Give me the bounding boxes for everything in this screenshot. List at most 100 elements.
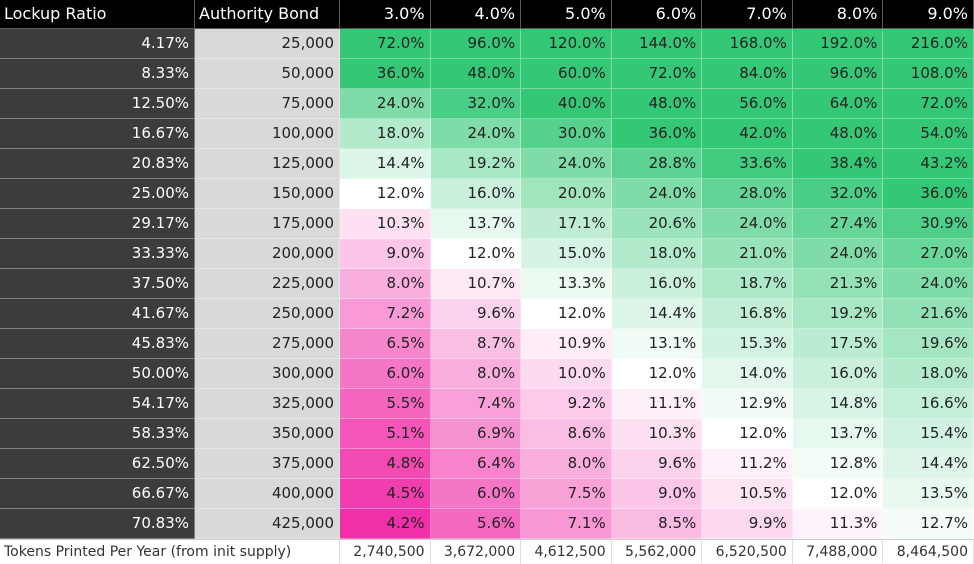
tokens-printed: 6,520,500	[702, 539, 793, 564]
yield-cell: 10.7%	[430, 269, 522, 299]
yield-cell: 32.0%	[430, 89, 522, 119]
yield-cell: 120.0%	[521, 29, 612, 59]
yield-cell: 24.0%	[340, 89, 431, 119]
yield-cell: 33.6%	[702, 149, 793, 179]
column-header: 4.0%	[430, 0, 522, 29]
yield-cell: 32.0%	[792, 179, 884, 209]
yield-cell: 21.0%	[702, 239, 793, 269]
yield-cell: 13.3%	[521, 269, 612, 299]
column-header: 3.0%	[340, 0, 431, 29]
authority-bond: 225,000	[195, 269, 340, 299]
yield-cell: 43.2%	[883, 149, 974, 179]
yield-cell: 14.4%	[883, 449, 974, 479]
yield-cell: 96.0%	[430, 29, 522, 59]
column-header: 6.0%	[611, 0, 703, 29]
lockup-ratio: 66.67%	[0, 479, 195, 509]
yield-cell: 8.0%	[340, 269, 431, 299]
authority-bond: 250,000	[195, 299, 340, 329]
yield-cell: 20.0%	[521, 179, 612, 209]
yield-cell: 96.0%	[792, 59, 884, 89]
yield-cell: 12.7%	[883, 509, 974, 539]
yield-cell: 9.6%	[611, 449, 703, 479]
authority-bond: 325,000	[195, 389, 340, 419]
yield-cell: 16.8%	[702, 299, 793, 329]
yield-cell: 108.0%	[883, 59, 974, 89]
yield-cell: 10.3%	[340, 209, 431, 239]
yield-cell: 6.0%	[430, 479, 522, 509]
column-header: 8.0%	[792, 0, 884, 29]
yield-cell: 12.8%	[792, 449, 884, 479]
yield-cell: 12.0%	[792, 479, 884, 509]
authority-bond: 125,000	[195, 149, 340, 179]
yield-cell: 9.9%	[702, 509, 793, 539]
yield-cell: 9.0%	[340, 239, 431, 269]
yield-cell: 18.0%	[611, 239, 703, 269]
tokens-printed: 3,672,000	[430, 539, 522, 564]
lockup-ratio: 29.17%	[0, 209, 195, 239]
yield-cell: 19.2%	[430, 149, 522, 179]
yield-cell: 8.6%	[521, 419, 612, 449]
yield-cell: 48.0%	[430, 59, 522, 89]
column-header: Authority Bond	[195, 0, 340, 29]
yield-cell: 10.3%	[611, 419, 703, 449]
yield-cell: 11.3%	[792, 509, 884, 539]
lockup-ratio: 54.17%	[0, 389, 195, 419]
authority-bond: 25,000	[195, 29, 340, 59]
yield-cell: 18.7%	[702, 269, 793, 299]
yield-cell: 16.0%	[792, 359, 884, 389]
yield-cell: 24.0%	[430, 119, 522, 149]
lockup-ratio: 25.00%	[0, 179, 195, 209]
yield-cell: 38.4%	[792, 149, 884, 179]
yield-cell: 144.0%	[611, 29, 703, 59]
yield-cell: 30.0%	[521, 119, 612, 149]
lockup-ratio: 62.50%	[0, 449, 195, 479]
yield-cell: 19.6%	[883, 329, 974, 359]
column-header: 5.0%	[521, 0, 612, 29]
yield-cell: 14.4%	[340, 149, 431, 179]
tokens-printed: 8,464,500	[883, 539, 974, 564]
lockup-ratio: 33.33%	[0, 239, 195, 269]
yield-cell: 216.0%	[883, 29, 974, 59]
yield-cell: 12.9%	[702, 389, 793, 419]
yield-cell: 64.0%	[792, 89, 884, 119]
yield-cell: 10.0%	[521, 359, 612, 389]
authority-bond: 400,000	[195, 479, 340, 509]
yield-cell: 8.7%	[430, 329, 522, 359]
yield-cell: 4.8%	[340, 449, 431, 479]
yield-cell: 168.0%	[702, 29, 793, 59]
yield-cell: 17.1%	[521, 209, 612, 239]
yield-cell: 56.0%	[702, 89, 793, 119]
authority-bond: 275,000	[195, 329, 340, 359]
yield-cell: 7.1%	[521, 509, 612, 539]
yield-cell: 28.8%	[611, 149, 703, 179]
authority-bond: 200,000	[195, 239, 340, 269]
yield-cell: 13.7%	[792, 419, 884, 449]
yield-cell: 12.0%	[611, 359, 703, 389]
yield-cell: 17.5%	[792, 329, 884, 359]
yield-cell: 16.0%	[430, 179, 522, 209]
yield-cell: 27.4%	[792, 209, 884, 239]
yield-cell: 12.0%	[702, 419, 793, 449]
yield-cell: 8.0%	[430, 359, 522, 389]
yield-cell: 14.8%	[792, 389, 884, 419]
footer-label: Tokens Printed Per Year (from init suppl…	[0, 539, 340, 564]
yield-cell: 72.0%	[340, 29, 431, 59]
column-header: 9.0%	[883, 0, 974, 29]
yield-cell: 8.0%	[521, 449, 612, 479]
lockup-ratio: 58.33%	[0, 419, 195, 449]
yield-cell: 48.0%	[611, 89, 703, 119]
lockup-ratio: 20.83%	[0, 149, 195, 179]
tokens-printed: 7,488,000	[792, 539, 884, 564]
yield-cell: 4.2%	[340, 509, 431, 539]
yield-cell: 24.0%	[792, 239, 884, 269]
authority-bond: 175,000	[195, 209, 340, 239]
yield-cell: 11.1%	[611, 389, 703, 419]
authority-bond: 425,000	[195, 509, 340, 539]
lockup-ratio: 45.83%	[0, 329, 195, 359]
yield-cell: 12.0%	[430, 239, 522, 269]
yield-cell: 6.0%	[340, 359, 431, 389]
yield-cell: 5.1%	[340, 419, 431, 449]
yield-cell: 36.0%	[611, 119, 703, 149]
authority-bond: 300,000	[195, 359, 340, 389]
yield-cell: 9.0%	[611, 479, 703, 509]
